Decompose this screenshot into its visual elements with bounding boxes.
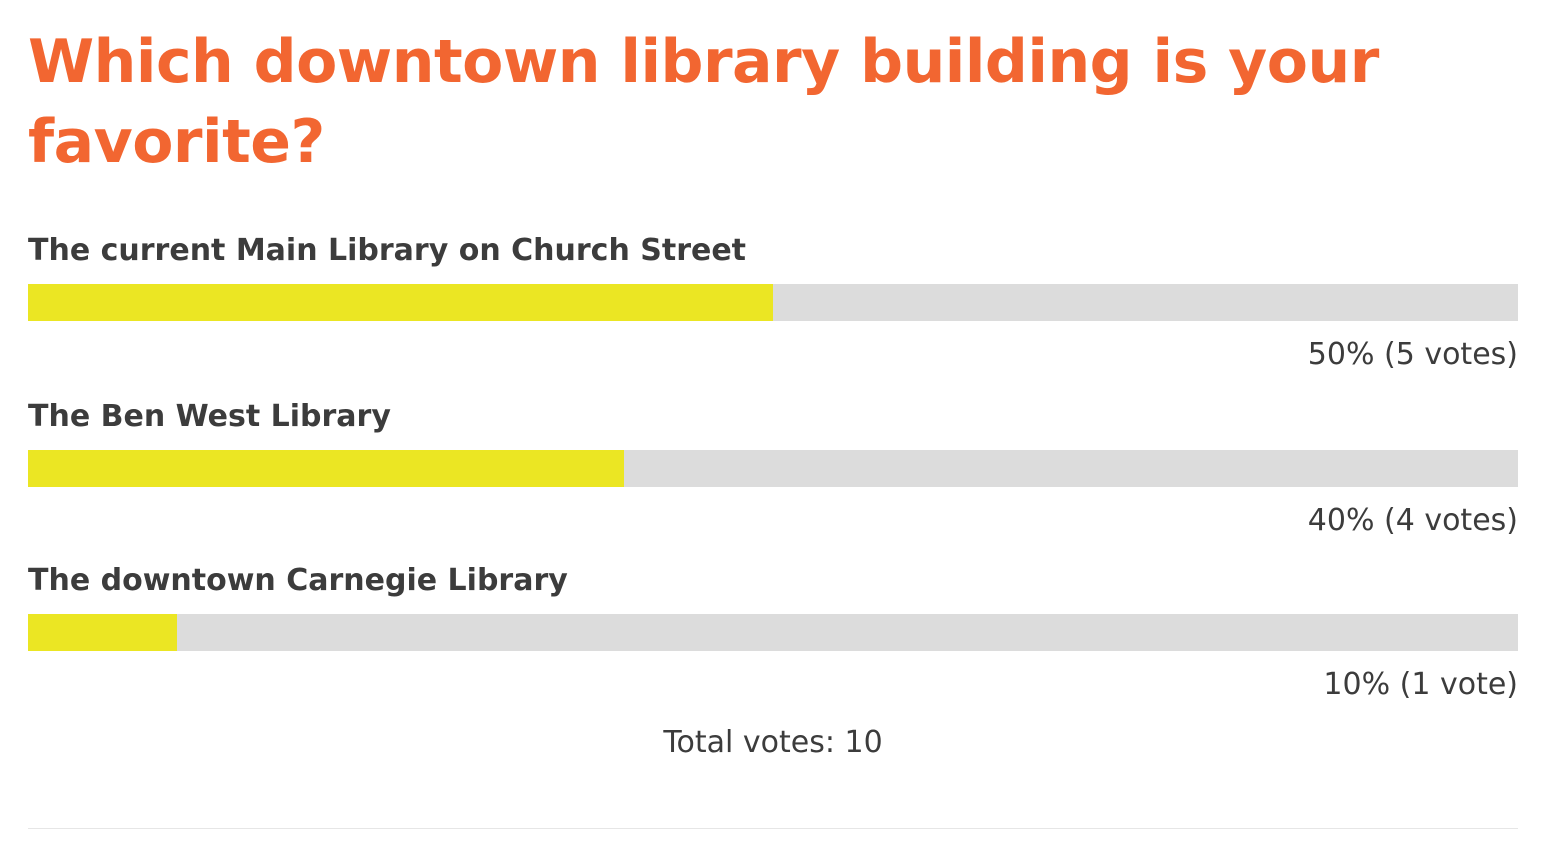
option-result: 50% (5 votes) [1307, 337, 1518, 372]
option-label: The Ben West Library [28, 399, 391, 434]
option-label: The downtown Carnegie Library [28, 563, 568, 598]
option-result: 40% (4 votes) [1307, 503, 1518, 538]
poll-option-ben-west-library: The Ben West Library 40% (4 votes) [28, 392, 1518, 556]
divider [28, 828, 1518, 829]
poll-title: Which downtown library building is your … [28, 27, 1379, 177]
poll-option-carnegie-library: The downtown Carnegie Library 10% (1 vot… [28, 556, 1518, 722]
result-bar-fill [28, 284, 773, 321]
poll-widget: Which downtown library building is your … [28, 22, 1518, 760]
poll-option-main-library: The current Main Library on Church Stree… [28, 226, 1518, 392]
result-bar-track [28, 284, 1518, 321]
poll-options: The current Main Library on Church Stree… [28, 226, 1518, 722]
option-label: The current Main Library on Church Stree… [28, 233, 747, 268]
total-votes: Total votes: 10 [663, 725, 883, 760]
option-result: 10% (1 vote) [1323, 667, 1518, 702]
result-bar-fill [28, 614, 177, 651]
result-bar-track [28, 614, 1518, 651]
result-bar-track [28, 450, 1518, 487]
result-bar-fill [28, 450, 624, 487]
